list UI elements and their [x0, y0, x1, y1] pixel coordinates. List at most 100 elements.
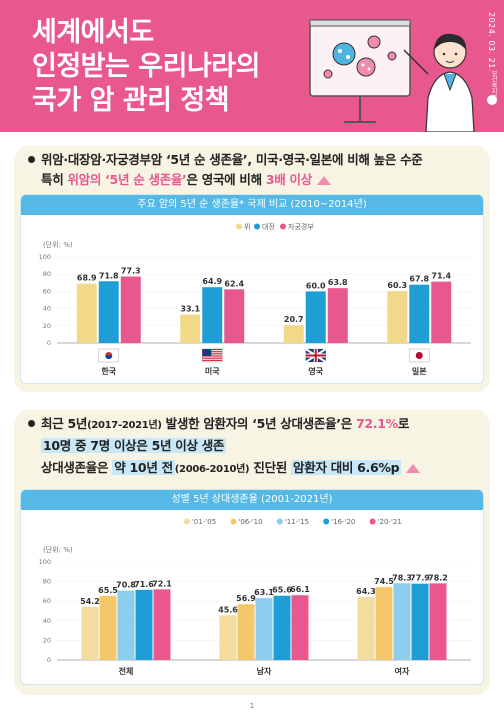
chart1-title: 주요 암의 5년 순 생존율* 국제 비교 (2010~2014년) [21, 195, 483, 215]
bar-전체-'06-'10 [99, 595, 117, 660]
legend-swatch-'06-'10 [230, 518, 237, 525]
y-tick-label: 80 [43, 578, 51, 586]
y-tick-label: 40 [43, 305, 51, 313]
flag-한국-icon [98, 348, 120, 363]
data-label-영국-대장: 60.0 [306, 281, 326, 290]
section2-line2-text: 10명 중 7명 이상은 5년 이상 생존 [41, 438, 227, 453]
bar-전체-'16-'20 [135, 589, 153, 660]
category-label-일본: 일본 [412, 366, 427, 376]
chart-unit-label: (단위: %) [43, 240, 73, 249]
flag-canton [202, 349, 212, 356]
y-tick-label: 20 [43, 636, 51, 644]
legend-label-자궁경부: 자궁경부 [288, 222, 314, 231]
bar-영국-위 [283, 325, 304, 343]
flag-stripe [202, 354, 223, 356]
bar-전체-'11-'15 [117, 590, 135, 660]
legend-swatch-자궁경부 [280, 223, 286, 230]
flag-stripe [202, 352, 223, 354]
bar-남자-'20-'21 [291, 595, 309, 660]
legend-label-위: 위 [244, 223, 250, 231]
chart-unit-label: (단위: %) [43, 545, 73, 554]
section2-line3-e: 암환자 대비 6.6%p [291, 460, 402, 475]
category-label-영국: 영국 [308, 366, 323, 376]
section2-line1-e: 로 [397, 416, 410, 431]
bullet-dot-icon [28, 420, 35, 427]
legend-swatch-'16-'20 [323, 518, 330, 525]
data-label-여자-'01-'05: 64.3 [356, 587, 376, 596]
bar-미국-자궁경부 [224, 289, 245, 343]
y-tick-label: 100 [39, 558, 51, 566]
chart1-svg: (단위: %) 위 대장 자궁경부 0 20 40 60 80 100 68.9 71.877.3 한국… [39, 222, 471, 376]
bar-한국-자궁경부 [120, 276, 141, 343]
legend-swatch-'20-'21 [369, 518, 376, 525]
bar-일본-대장 [409, 284, 430, 343]
flag-cross-red [314, 349, 317, 362]
data-label-영국-위: 20.7 [284, 315, 304, 324]
flag-stripe [202, 349, 223, 350]
flag-stripe [202, 358, 223, 360]
data-label-전체-'06-'10: 65.5 [98, 586, 118, 595]
data-label-한국-대장: 71.8 [99, 271, 119, 280]
section2-line1-years: (2017-2021년) [87, 420, 162, 431]
bar-한국-대장 [98, 281, 119, 343]
bullet-dot-icon [28, 156, 35, 163]
data-label-일본-자궁경부: 71.4 [431, 272, 451, 281]
y-tick-label: 40 [43, 617, 51, 625]
legend-swatch-'11-'15 [276, 518, 283, 525]
bar-한국-위 [76, 283, 97, 343]
data-label-한국-자궁경부: 77.3 [121, 267, 141, 276]
up-arrow-icon [316, 176, 331, 185]
flag-미국-icon [201, 348, 223, 363]
data-label-미국-위: 33.1 [180, 305, 200, 314]
title-line-3: 국가 암 관리 정책 [32, 85, 230, 116]
section1-line2-a: 특히 [41, 172, 68, 187]
bar-남자-'16-'20 [273, 595, 291, 660]
data-label-전체-'01-'05: 54.2 [80, 597, 100, 606]
page-number: 1 [249, 702, 255, 710]
bar-전체-'20-'21 [153, 589, 171, 660]
bar-여자-'01-'05 [357, 596, 375, 660]
legend-label-'11-'15: '11-'15 [285, 518, 309, 526]
data-label-전체-'20-'21: 72.1 [152, 579, 172, 588]
page-title: 세계에서도 인정받는 우리나라의 국가 암 관리 정책 [32, 16, 332, 118]
survival-rate-chart-card: 주요 암의 5년 순 생존율* 국제 비교 (2010~2014년) (단위: … [20, 194, 484, 384]
section2-bullet-line3: 상대생존율은 약 10년 전 (2006-2010년) 진단된 암환자 대비 6.… [41, 458, 421, 480]
section2-line1-c: 발생한 암환자의 ‘5년 상대생존율’은 [161, 416, 356, 431]
data-label-미국-자궁경부: 62.4 [224, 279, 244, 288]
section2-line1-a: 최근 5년 [41, 416, 88, 431]
section2-line3-d: 진단된 [249, 460, 292, 475]
data-label-여자-'06-'10: 74.5 [374, 577, 394, 586]
chart2-svg: (단위: %) '01-'05 '06-'10 '11-'15 '16-'20 '20-'… [39, 518, 471, 676]
bar-여자-'06-'10 [375, 586, 393, 660]
data-label-일본-위: 60.3 [387, 281, 407, 290]
data-label-미국-대장: 64.9 [202, 277, 222, 286]
category-label-한국: 한국 [101, 366, 116, 376]
flag-stripe [202, 350, 223, 352]
data-label-여자-'20-'21: 78.2 [428, 573, 448, 582]
section1-line2-emphasis: 3배 이상 [265, 172, 312, 187]
flag-taegeuk-blue [105, 355, 113, 359]
category-label-남자: 남자 [257, 666, 272, 676]
ministry-name: 보건복지부 [490, 70, 497, 100]
flag-stripe [202, 360, 223, 362]
y-tick-label: 20 [43, 322, 51, 330]
flag-일본-icon [408, 348, 430, 363]
category-label-미국: 미국 [205, 366, 220, 376]
title-line-1: 세계에서도 [32, 17, 154, 48]
bar-일본-자궁경부 [431, 281, 452, 343]
publish-date: 2024. 03. 21. [487, 12, 496, 72]
section1-bullet-line2: 특히 위암의 ‘5년 순 생존율’은 영국에 비해 3배 이상 [41, 170, 331, 190]
legend-label-대장: 대장 [262, 222, 275, 231]
legend-label-'20-'21: '20-'21 [378, 518, 402, 526]
legend-label-'06-'10: '06-'10 [238, 518, 262, 526]
bar-남자-'11-'15 [255, 598, 273, 660]
up-arrow-icon [406, 464, 421, 473]
data-label-여자-'11-'15: 78.3 [392, 573, 412, 582]
bar-영국-자궁경부 [327, 288, 348, 343]
legend-swatch-대장 [254, 223, 260, 230]
bar-여자-'20-'21 [429, 583, 447, 660]
bar-미국-위 [180, 314, 201, 343]
sex-survival-chart-card: 성별 5년 상대생존율 (2001-2021년) (단위: %) '01-'05 '… [20, 489, 484, 685]
data-label-남자-'06-'10: 56.9 [236, 594, 256, 603]
y-tick-label: 0 [47, 339, 51, 347]
